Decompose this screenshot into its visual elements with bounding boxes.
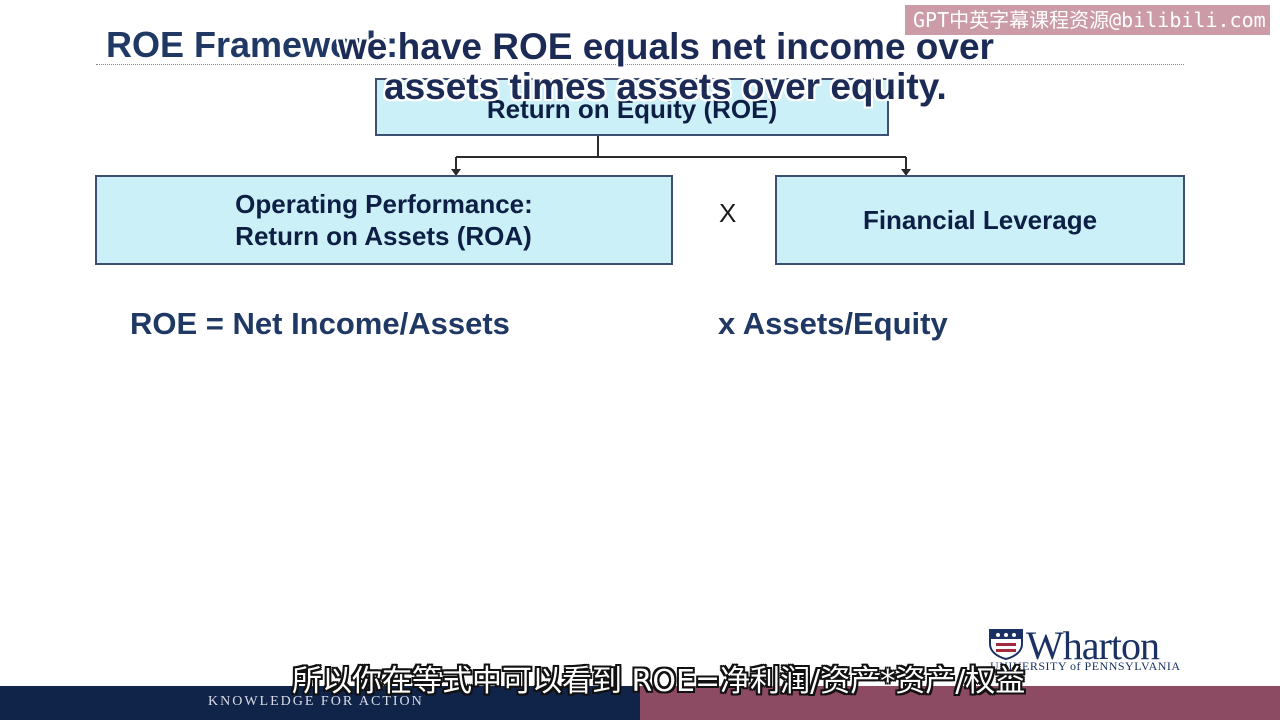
- formula-right: x Assets/Equity: [718, 306, 948, 341]
- footer-bar-left: [0, 686, 640, 720]
- slide-title: ROE Framework:: [106, 24, 399, 65]
- roe-box: Return on Equity (ROE): [375, 78, 889, 136]
- logo-wordmark: Wharton: [1026, 623, 1160, 668]
- leverage-box: Financial Leverage: [775, 175, 1185, 265]
- english-subtitle-line2: assets times assets over equity.: [384, 66, 947, 107]
- english-subtitle-line1: we have ROE equals net income over: [338, 26, 994, 67]
- footer-tagline: KNOWLEDGE FOR ACTION: [208, 694, 424, 709]
- arrowhead-left-icon: [451, 169, 461, 176]
- wharton-logo: Wharton UNIVERSITY of PENNSYLVANIA: [988, 623, 1193, 674]
- watermark: GPT中英字幕课程资源@bilibili.com: [905, 5, 1270, 35]
- penn-shield-icon: [989, 629, 1023, 660]
- leverage-box-label: Financial Leverage: [862, 204, 1098, 235]
- arrowhead-right-icon: [901, 169, 911, 176]
- tree-connector: [451, 136, 911, 176]
- title-divider: [96, 64, 1184, 65]
- formula-left: ROE = Net Income/Assets: [130, 306, 510, 341]
- roa-box-line2: Return on Assets (ROA): [235, 221, 532, 251]
- roa-box: Operating Performance: Return on Assets …: [95, 175, 673, 265]
- roe-box-label: Return on Equity (ROE): [486, 93, 778, 124]
- roa-box-line1: Operating Performance:: [235, 189, 533, 219]
- logo-university: UNIVERSITY of PENNSYLVANIA: [990, 659, 1181, 673]
- footer-bar-right: [640, 686, 1280, 720]
- chinese-subtitle: 所以你在等式中可以看到 ROE=净利润/资产*资产/权益: [292, 664, 1026, 699]
- multiply-symbol: X: [719, 198, 737, 228]
